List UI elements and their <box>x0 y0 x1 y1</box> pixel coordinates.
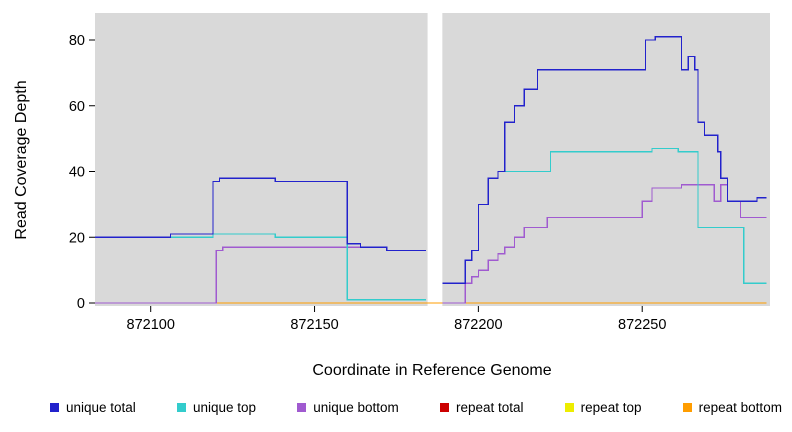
y-tick-label: 60 <box>69 99 85 115</box>
legend: unique total unique top unique bottom repea… <box>50 400 782 415</box>
coverage-gap-band <box>427 13 443 306</box>
legend-item: repeat bottom <box>682 400 782 415</box>
y-axis-title: Read Coverage Depth <box>13 80 30 240</box>
y-tick-label: 40 <box>69 165 85 181</box>
legend-marker <box>564 403 574 412</box>
legend-label: repeat top <box>580 400 642 415</box>
legend-marker <box>176 403 186 412</box>
series-unique-top <box>95 233 426 301</box>
legend-item: unique top <box>176 400 257 415</box>
series-unique-bottom <box>442 184 767 304</box>
y-tick-label: 80 <box>69 33 85 49</box>
legend-marker <box>439 403 449 412</box>
legend-label: repeat bottom <box>698 400 782 415</box>
x-axis-title: Coordinate in Reference Genome <box>312 362 552 379</box>
legend-item: unique total <box>50 400 136 415</box>
y-tick-label: 0 <box>77 296 85 312</box>
series-unique-total <box>442 36 767 284</box>
x-tick-label: 872100 <box>127 317 175 333</box>
series-unique-total <box>95 177 426 252</box>
legend-item: repeat top <box>564 400 642 415</box>
legend-item: unique bottom <box>297 400 399 415</box>
legend-marker <box>682 403 692 412</box>
legend-item: repeat total <box>439 400 524 415</box>
legend-label: unique top <box>192 400 257 415</box>
legend-marker <box>50 403 59 412</box>
legend-label: unique bottom <box>313 400 399 415</box>
legend-marker <box>297 403 307 412</box>
x-tick-label: 872200 <box>454 317 502 333</box>
legend-label: repeat total <box>455 400 524 415</box>
y-tick-label: 20 <box>69 230 85 246</box>
legend-label: unique total <box>66 400 136 415</box>
x-tick-label: 872250 <box>618 317 666 333</box>
x-tick-label: 872150 <box>290 317 338 333</box>
